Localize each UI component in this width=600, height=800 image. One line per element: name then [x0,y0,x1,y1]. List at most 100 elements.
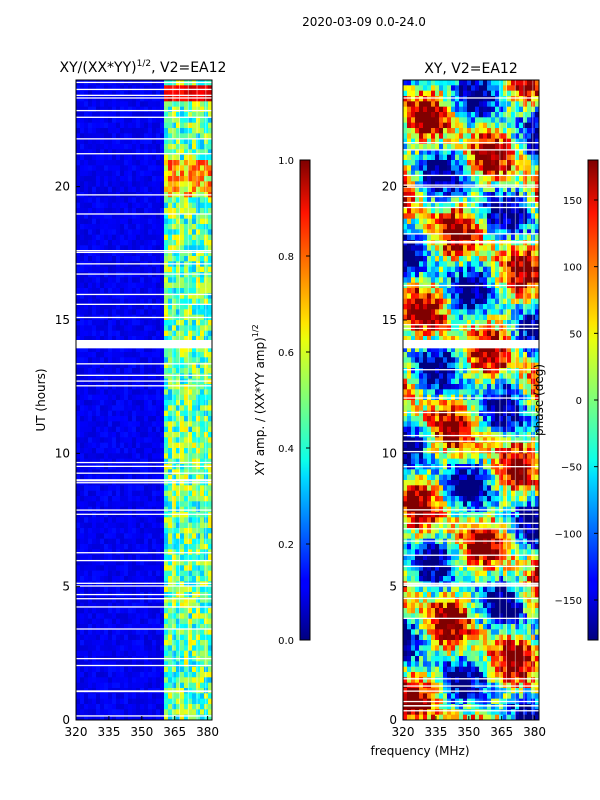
heatmap-cell [196,426,201,433]
heatmap-cell [443,96,448,102]
heatmap-cell [80,528,85,534]
heatmap-cell [188,144,193,150]
heatmap-cell [196,394,201,401]
heatmap-cell [196,522,201,529]
heatmap-cell [88,645,93,652]
heatmap-cell [176,362,181,369]
heatmap-cell [84,186,89,193]
heatmap-cell [200,240,205,246]
heatmap-cell [164,650,169,657]
heatmap-cell [507,138,512,145]
heatmap-cell [443,80,448,86]
heatmap-cell [124,682,129,689]
heatmap-cell [475,138,480,145]
heatmap-cell [196,320,201,326]
heatmap-cell [156,304,161,310]
heatmap-cell [160,106,165,113]
heatmap-cell [164,298,169,305]
heatmap-cell [487,90,492,97]
heatmap-cell [447,106,452,113]
heatmap-cell [148,581,153,588]
heatmap-cell [128,650,133,657]
heatmap-cell [503,160,508,166]
heatmap-cell [140,709,145,716]
heatmap-cell [112,128,117,134]
heatmap-cell [527,112,532,118]
heatmap-cell [84,714,89,721]
heatmap-cell [184,581,189,588]
heatmap-cell [152,336,157,342]
heatmap-cell [208,613,213,620]
heatmap-cell [144,96,149,102]
heatmap-cell [180,133,185,140]
heatmap-cell [96,645,101,652]
heatmap-cell [200,394,205,401]
heatmap-cell [196,565,201,572]
heatmap-cell [156,485,161,492]
heatmap-cell [144,240,149,246]
heatmap-cell [196,533,201,540]
heatmap-cell [76,394,81,401]
heatmap-cell [136,149,141,156]
heatmap-cell [152,554,157,561]
heatmap-cell [100,469,105,476]
heatmap-cell [208,197,213,204]
heatmap-cell [192,101,197,108]
heatmap-cell [104,661,109,668]
heatmap-cell [172,624,177,630]
heatmap-cell [435,85,440,92]
heatmap-cell [132,714,137,721]
heatmap-cell [491,202,496,209]
heatmap-cell [443,181,448,188]
heatmap-cell [164,682,169,689]
heatmap-cell [196,432,201,438]
heatmap-cell [168,181,173,188]
heatmap-cell [112,704,117,710]
heatmap-cell [455,106,460,113]
heatmap-cell [192,149,197,156]
heatmap-cell [192,213,197,220]
heatmap-cell [80,277,85,284]
heatmap-cell [411,112,416,118]
heatmap-cell [88,85,93,92]
heatmap-cell [168,490,173,497]
heatmap-cell [148,586,153,593]
heatmap-cell [180,282,185,289]
flagged-row [76,363,212,365]
colorbar-tick-label: 0.4 [278,444,294,455]
heatmap-cell [108,112,113,118]
heatmap-cell [104,517,109,524]
heatmap-cell [116,581,121,588]
flagged-row [76,582,212,584]
heatmap-cell [132,394,137,401]
heatmap-cell [100,362,105,369]
heatmap-cell [192,288,197,294]
heatmap-cell [132,336,137,342]
heatmap-cell [148,144,153,150]
heatmap-cell [208,336,213,342]
heatmap-cell [172,405,177,412]
heatmap-cell [443,112,448,118]
heatmap-cell [144,645,149,652]
heatmap-cell [104,560,109,566]
heatmap-cell [172,597,177,604]
heatmap-cell [120,501,125,508]
heatmap-cell [455,186,460,193]
heatmap-cell [108,368,113,374]
heatmap-cell [92,501,97,508]
heatmap-cell [108,197,113,204]
heatmap-cell [84,453,89,460]
heatmap-cell [100,538,105,545]
heatmap-cell [124,384,129,390]
heatmap-cell [124,581,129,588]
heatmap-cell [475,117,480,124]
heatmap-cell [523,170,528,177]
heatmap-cell [192,384,197,390]
heatmap-cell [144,330,149,337]
heatmap-cell [108,640,113,646]
heatmap-cell [152,122,157,129]
heatmap-cell [208,256,213,262]
heatmap-cell [112,208,117,214]
heatmap-cell [112,256,117,262]
heatmap-cell [96,96,101,102]
